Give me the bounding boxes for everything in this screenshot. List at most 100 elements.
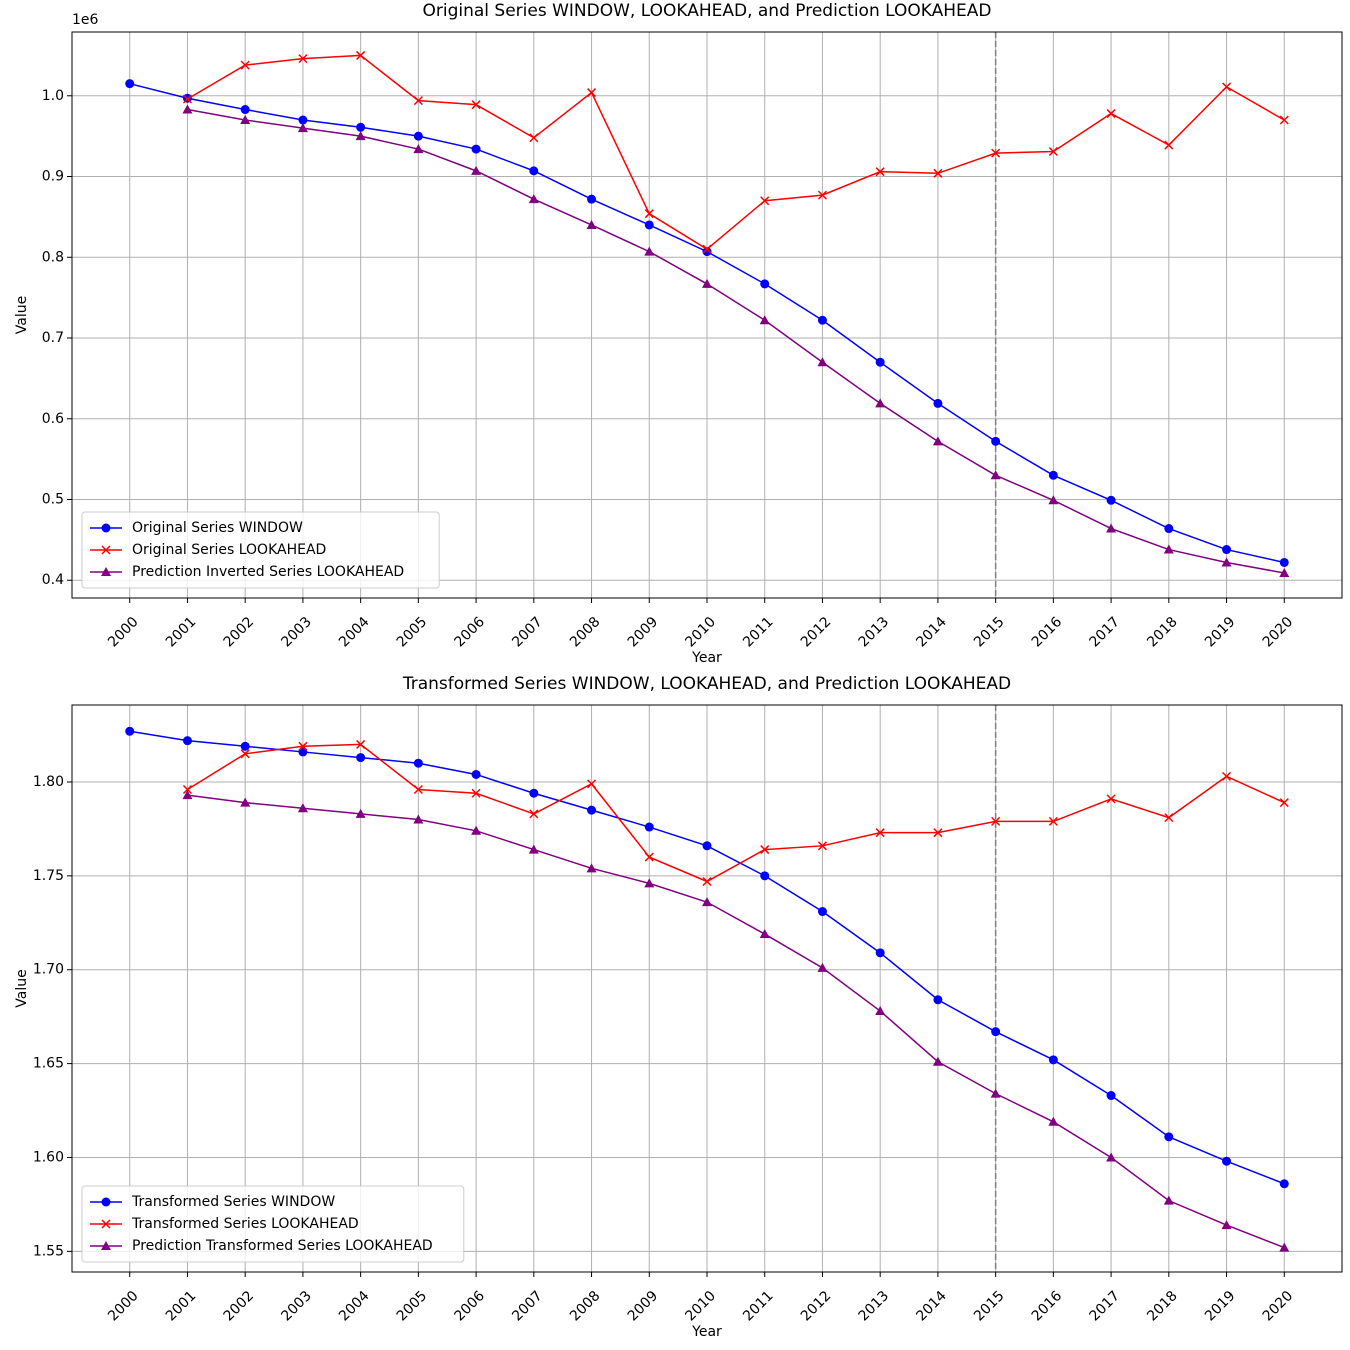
marker [298, 54, 308, 64]
marker [1279, 1179, 1289, 1189]
marker [990, 470, 1001, 480]
marker [875, 167, 885, 177]
marker [356, 739, 366, 749]
marker [1222, 771, 1232, 781]
marker [471, 100, 481, 110]
x-tick-label: 2013 [856, 1288, 893, 1325]
marker [991, 436, 1001, 446]
marker [529, 166, 539, 176]
marker [1164, 140, 1174, 150]
marker [587, 88, 597, 98]
x-tick-label: 2000 [105, 614, 142, 651]
marker [1221, 557, 1232, 567]
marker [1048, 1116, 1059, 1126]
x-tick-label: 2012 [798, 1288, 835, 1325]
x-tick-label: 2013 [856, 614, 893, 651]
marker [356, 50, 366, 60]
marker [932, 1056, 943, 1066]
marker [817, 907, 827, 917]
marker [759, 929, 770, 939]
x-tick-label: 2005 [394, 614, 431, 651]
y-tick-label: 1.75 [33, 868, 64, 884]
marker [644, 822, 654, 832]
marker [240, 797, 251, 807]
marker [1048, 1055, 1058, 1065]
x-tick-label: 2017 [1087, 614, 1124, 651]
x-tick-label: 2015 [971, 614, 1008, 651]
x-tick-label: 2018 [1144, 614, 1181, 651]
series-line [187, 108, 1285, 574]
x-tick-label: 2006 [452, 614, 489, 651]
marker [991, 148, 1001, 158]
marker [760, 871, 770, 881]
y-axis-label: Value [14, 969, 30, 1007]
marker [760, 845, 770, 855]
legend-marker [101, 1241, 111, 1250]
marker [933, 398, 943, 408]
marker [1048, 816, 1058, 826]
marker [297, 803, 308, 813]
plot-frame [71, 31, 1343, 599]
marker [1106, 794, 1116, 804]
marker [875, 398, 886, 408]
marker [356, 753, 366, 763]
marker [875, 357, 885, 367]
x-tick-label: 2004 [336, 1288, 373, 1325]
marker [586, 863, 597, 873]
marker [1106, 523, 1117, 533]
legend-box [81, 1185, 465, 1263]
marker [125, 79, 135, 89]
marker [528, 844, 539, 854]
marker [933, 995, 943, 1005]
marker [182, 736, 192, 746]
x-tick-label: 2003 [278, 1288, 315, 1325]
legend-marker [101, 545, 111, 555]
marker [933, 828, 943, 838]
legend-label: Transformed Series LOOKAHEAD [131, 1216, 359, 1232]
marker [298, 115, 308, 125]
x-tick-label: 2008 [567, 1288, 604, 1325]
marker [760, 279, 770, 289]
marker [644, 852, 654, 862]
y-tick-label: 0.8 [42, 249, 64, 265]
marker [413, 784, 423, 795]
marker [413, 758, 423, 768]
marker [182, 94, 192, 104]
marker [702, 278, 712, 288]
y-tick-label: 0.5 [42, 491, 64, 507]
marker [644, 209, 654, 219]
marker [702, 244, 712, 254]
marker [1106, 495, 1116, 505]
legend-marker [101, 1219, 111, 1229]
marker [817, 357, 828, 367]
x-tick-label: 2011 [740, 1288, 777, 1325]
marker [587, 194, 597, 204]
x-tick-label: 2009 [625, 1288, 662, 1325]
marker [1279, 115, 1289, 125]
x-tick-label: 2005 [394, 1288, 431, 1325]
marker [875, 828, 885, 838]
x-tick-label: 2017 [1087, 1288, 1124, 1325]
x-axis-label: Year [691, 1324, 722, 1340]
y-tick-label: 0.4 [42, 572, 64, 588]
marker [1221, 1220, 1232, 1230]
y-tick-label: 1.55 [33, 1243, 64, 1259]
marker [933, 168, 943, 178]
y-tick-label: 0.9 [42, 169, 64, 185]
marker [1048, 146, 1058, 157]
marker [182, 790, 193, 800]
x-tick-label: 2001 [163, 614, 200, 651]
marker [471, 165, 482, 175]
marker [1222, 545, 1232, 555]
x-tick-label: 2016 [1029, 614, 1066, 651]
legend-label: Prediction Inverted Series LOOKAHEAD [132, 564, 404, 580]
marker [297, 123, 308, 133]
marker [644, 246, 655, 256]
legend-label: Original Series LOOKAHEAD [132, 542, 326, 558]
marker [1164, 813, 1174, 823]
marker [1222, 1156, 1232, 1166]
x-tick-label: 2010 [682, 614, 719, 651]
legend-box [81, 511, 440, 589]
marker [587, 805, 597, 815]
x-tick-label: 2020 [1260, 614, 1297, 651]
